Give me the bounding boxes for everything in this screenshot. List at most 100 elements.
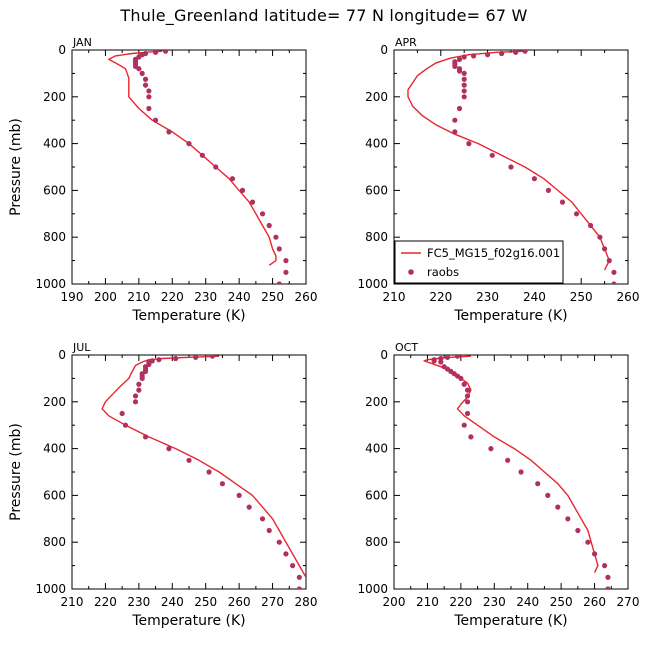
x-tick-label: 250 bbox=[570, 290, 593, 304]
model-line bbox=[407, 50, 610, 271]
raob-point bbox=[199, 152, 205, 158]
raob-point bbox=[259, 516, 266, 522]
raob-point bbox=[587, 222, 594, 229]
y-tick-label: 0 bbox=[380, 43, 388, 57]
raob-point bbox=[152, 117, 159, 123]
plot-frame bbox=[71, 49, 307, 285]
raob-point bbox=[146, 105, 152, 112]
panel-jan: 190 200 210 220 230 240 250 260 0 200 400 600 800 100… bbox=[8, 36, 317, 324]
raob-point bbox=[485, 52, 491, 58]
raob-point bbox=[522, 50, 528, 54]
raob-point bbox=[499, 50, 505, 57]
panel-label: APR bbox=[395, 36, 417, 49]
x-tick-label: 250 bbox=[550, 595, 573, 609]
x-tick-label: 220 bbox=[161, 290, 184, 304]
raob-point bbox=[575, 527, 581, 534]
x-tick-label: 250 bbox=[194, 595, 217, 609]
raob-point bbox=[438, 359, 444, 365]
raob-point bbox=[461, 381, 467, 387]
x-tick-label: 210 bbox=[61, 595, 84, 609]
raob-point bbox=[259, 211, 266, 217]
raob-point bbox=[444, 355, 451, 360]
x-tick-label: 220 bbox=[449, 595, 472, 609]
raob-point bbox=[276, 246, 282, 252]
x-tick-label: 210 bbox=[383, 290, 406, 304]
x-tick-label: 280 bbox=[295, 595, 318, 609]
raob-point bbox=[152, 50, 159, 55]
panel-label: OCT bbox=[395, 341, 418, 354]
raob-point bbox=[585, 539, 591, 545]
y-tick-label: 600 bbox=[43, 488, 66, 502]
raob-point bbox=[296, 574, 302, 580]
raob-point bbox=[461, 54, 467, 60]
raob-point bbox=[132, 399, 139, 405]
x-axis-label: Temperature (K) bbox=[131, 613, 245, 629]
raob-point bbox=[146, 88, 152, 94]
raob-point bbox=[273, 234, 279, 240]
raob-point bbox=[565, 516, 571, 522]
raob-point bbox=[249, 199, 256, 205]
y-tick-label: 1000 bbox=[357, 582, 388, 596]
x-tick-label: 260 bbox=[295, 290, 318, 304]
raob-point bbox=[296, 586, 302, 589]
raob-point bbox=[456, 105, 463, 112]
raob-point bbox=[136, 381, 142, 387]
raob-point bbox=[431, 358, 437, 364]
raob-point bbox=[461, 82, 467, 88]
raob-point bbox=[186, 141, 192, 147]
raob-point bbox=[119, 410, 125, 417]
raob-point bbox=[555, 504, 561, 510]
raob-point bbox=[139, 375, 145, 381]
y-tick-label: 600 bbox=[43, 183, 66, 197]
model-line bbox=[101, 355, 306, 578]
raob-point bbox=[193, 355, 199, 360]
x-tick-label: 210 bbox=[127, 290, 150, 304]
y-tick-label: 800 bbox=[43, 230, 66, 244]
raob-point bbox=[276, 281, 282, 284]
x-tick-label: 270 bbox=[617, 595, 640, 609]
raob-point bbox=[461, 422, 467, 428]
raob-point bbox=[239, 187, 246, 193]
raob-point bbox=[266, 527, 272, 534]
raob-point bbox=[156, 357, 162, 363]
figure-title: Thule_Greenland latitude= 77 N longitude… bbox=[120, 6, 528, 25]
x-tick-label: 200 bbox=[383, 595, 406, 609]
raob-point bbox=[229, 176, 236, 182]
x-tick-label: 240 bbox=[523, 290, 546, 304]
panel-apr: 210 220 230 240 250 260 0 200 400 600 800 1000 APR Te… bbox=[357, 36, 639, 324]
raob-point bbox=[136, 387, 142, 393]
y-tick-label: 200 bbox=[43, 90, 66, 104]
raob-point bbox=[605, 586, 611, 589]
y-tick-label: 0 bbox=[380, 348, 388, 362]
raob-point bbox=[597, 234, 603, 240]
plot-frame bbox=[71, 354, 307, 590]
x-tick-label: 220 bbox=[94, 595, 117, 609]
x-tick-label: 200 bbox=[94, 290, 117, 304]
x-tick-label: 240 bbox=[228, 290, 251, 304]
data-layer bbox=[108, 50, 289, 284]
raob-point bbox=[605, 574, 611, 580]
y-tick-label: 800 bbox=[365, 535, 388, 549]
y-tick-label: 800 bbox=[43, 535, 66, 549]
y-tick-label: 200 bbox=[365, 90, 388, 104]
panel-label: JUL bbox=[72, 341, 91, 354]
y-tick-label: 800 bbox=[365, 230, 388, 244]
raob-point bbox=[266, 222, 272, 229]
raob-point bbox=[461, 94, 467, 100]
x-axis-label: Temperature (K) bbox=[453, 613, 567, 629]
raob-point bbox=[466, 141, 472, 147]
panel-jul: 210 220 230 240 250 260 270 280 0 200 400 600 800 100… bbox=[8, 341, 317, 629]
raob-point bbox=[276, 539, 282, 545]
raob-point bbox=[559, 199, 566, 205]
raob-point bbox=[146, 94, 152, 100]
raob-point bbox=[186, 457, 192, 463]
raob-point bbox=[531, 176, 538, 182]
y-tick-label: 1000 bbox=[35, 582, 66, 596]
raob-point bbox=[505, 457, 511, 463]
x-tick-label: 230 bbox=[476, 290, 499, 304]
raob-point bbox=[173, 355, 179, 362]
legend-box bbox=[394, 240, 564, 284]
raob-point bbox=[508, 164, 514, 170]
raob-point bbox=[591, 551, 598, 557]
